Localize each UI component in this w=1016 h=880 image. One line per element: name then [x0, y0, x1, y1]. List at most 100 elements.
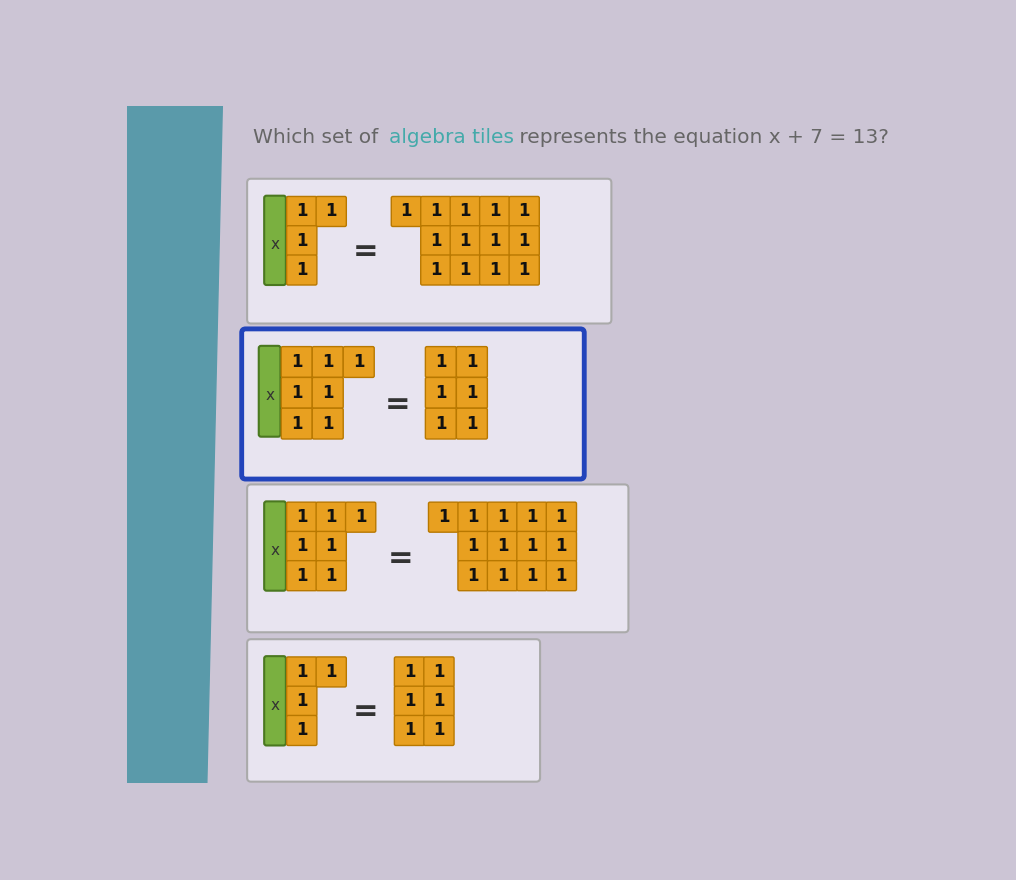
Text: 1: 1	[325, 508, 337, 526]
Text: 1: 1	[467, 508, 479, 526]
Text: 1: 1	[403, 663, 416, 681]
FancyBboxPatch shape	[287, 656, 317, 687]
Text: x: x	[265, 388, 274, 403]
Text: 1: 1	[325, 663, 337, 681]
Text: 1: 1	[403, 693, 416, 710]
Text: 1: 1	[459, 231, 471, 250]
FancyBboxPatch shape	[488, 561, 517, 590]
Text: 1: 1	[435, 414, 447, 433]
FancyBboxPatch shape	[426, 378, 456, 408]
Text: 1: 1	[466, 353, 478, 371]
Text: 1: 1	[466, 414, 478, 433]
FancyBboxPatch shape	[391, 196, 422, 226]
FancyBboxPatch shape	[424, 656, 454, 687]
FancyBboxPatch shape	[247, 484, 629, 632]
Text: x: x	[270, 543, 279, 558]
Text: 1: 1	[435, 384, 447, 402]
Text: 1: 1	[467, 538, 479, 555]
Text: 1: 1	[296, 663, 308, 681]
Text: x: x	[270, 698, 279, 713]
FancyBboxPatch shape	[316, 532, 346, 561]
FancyBboxPatch shape	[264, 195, 285, 285]
FancyBboxPatch shape	[458, 561, 488, 590]
FancyBboxPatch shape	[509, 225, 539, 256]
Text: 1: 1	[430, 231, 442, 250]
Text: 1: 1	[435, 353, 447, 371]
Text: 1: 1	[556, 538, 567, 555]
FancyBboxPatch shape	[287, 196, 317, 226]
Text: Which set of: Which set of	[253, 128, 385, 148]
Text: 1: 1	[353, 353, 365, 371]
Text: 1: 1	[438, 508, 449, 526]
FancyBboxPatch shape	[287, 225, 317, 256]
FancyBboxPatch shape	[287, 255, 317, 285]
Text: 1: 1	[467, 567, 479, 584]
FancyBboxPatch shape	[316, 561, 346, 590]
FancyBboxPatch shape	[287, 532, 317, 561]
Text: represents the equation x + 7 = 13?: represents the equation x + 7 = 13?	[513, 128, 889, 148]
FancyBboxPatch shape	[287, 561, 317, 590]
FancyBboxPatch shape	[316, 502, 346, 532]
FancyBboxPatch shape	[281, 378, 312, 408]
Text: 1: 1	[489, 231, 501, 250]
FancyBboxPatch shape	[426, 408, 456, 439]
FancyBboxPatch shape	[247, 639, 541, 781]
FancyBboxPatch shape	[421, 255, 451, 285]
Text: 1: 1	[526, 538, 537, 555]
Text: 1: 1	[497, 508, 508, 526]
FancyBboxPatch shape	[259, 346, 280, 436]
Text: 1: 1	[497, 567, 508, 584]
FancyBboxPatch shape	[458, 502, 488, 532]
Text: 1: 1	[518, 231, 530, 250]
FancyBboxPatch shape	[429, 502, 458, 532]
Text: 1: 1	[296, 261, 308, 279]
FancyBboxPatch shape	[517, 561, 547, 590]
Text: 1: 1	[430, 261, 442, 279]
Polygon shape	[127, 106, 223, 783]
FancyBboxPatch shape	[547, 561, 576, 590]
Text: 1: 1	[489, 261, 501, 279]
Text: =: =	[353, 237, 379, 266]
FancyBboxPatch shape	[426, 347, 456, 378]
FancyBboxPatch shape	[264, 502, 285, 590]
FancyBboxPatch shape	[509, 255, 539, 285]
Text: 1: 1	[459, 202, 471, 221]
Text: 1: 1	[433, 722, 445, 739]
Text: 1: 1	[296, 567, 308, 584]
FancyBboxPatch shape	[312, 408, 343, 439]
Text: 1: 1	[400, 202, 412, 221]
FancyBboxPatch shape	[312, 347, 343, 378]
FancyBboxPatch shape	[343, 347, 374, 378]
Text: 1: 1	[322, 353, 333, 371]
Text: 1: 1	[556, 508, 567, 526]
FancyBboxPatch shape	[424, 686, 454, 716]
Text: 1: 1	[296, 693, 308, 710]
Text: 1: 1	[526, 508, 537, 526]
Text: =: =	[388, 544, 414, 573]
Text: 1: 1	[296, 538, 308, 555]
Text: 1: 1	[403, 722, 416, 739]
FancyBboxPatch shape	[488, 502, 517, 532]
Text: 1: 1	[322, 384, 333, 402]
FancyBboxPatch shape	[450, 225, 481, 256]
Text: 1: 1	[291, 384, 303, 402]
FancyBboxPatch shape	[421, 196, 451, 226]
Text: 1: 1	[325, 202, 337, 221]
FancyBboxPatch shape	[345, 502, 376, 532]
Text: 1: 1	[296, 508, 308, 526]
FancyBboxPatch shape	[281, 347, 312, 378]
Text: 1: 1	[296, 231, 308, 250]
FancyBboxPatch shape	[517, 532, 547, 561]
Text: 1: 1	[296, 722, 308, 739]
FancyBboxPatch shape	[247, 179, 612, 324]
Text: 1: 1	[433, 663, 445, 681]
Text: 1: 1	[296, 202, 308, 221]
Text: 1: 1	[556, 567, 567, 584]
Text: 1: 1	[325, 538, 337, 555]
FancyBboxPatch shape	[281, 408, 312, 439]
FancyBboxPatch shape	[312, 378, 343, 408]
Text: x: x	[270, 237, 279, 252]
FancyBboxPatch shape	[547, 532, 576, 561]
FancyBboxPatch shape	[394, 656, 425, 687]
FancyBboxPatch shape	[450, 255, 481, 285]
